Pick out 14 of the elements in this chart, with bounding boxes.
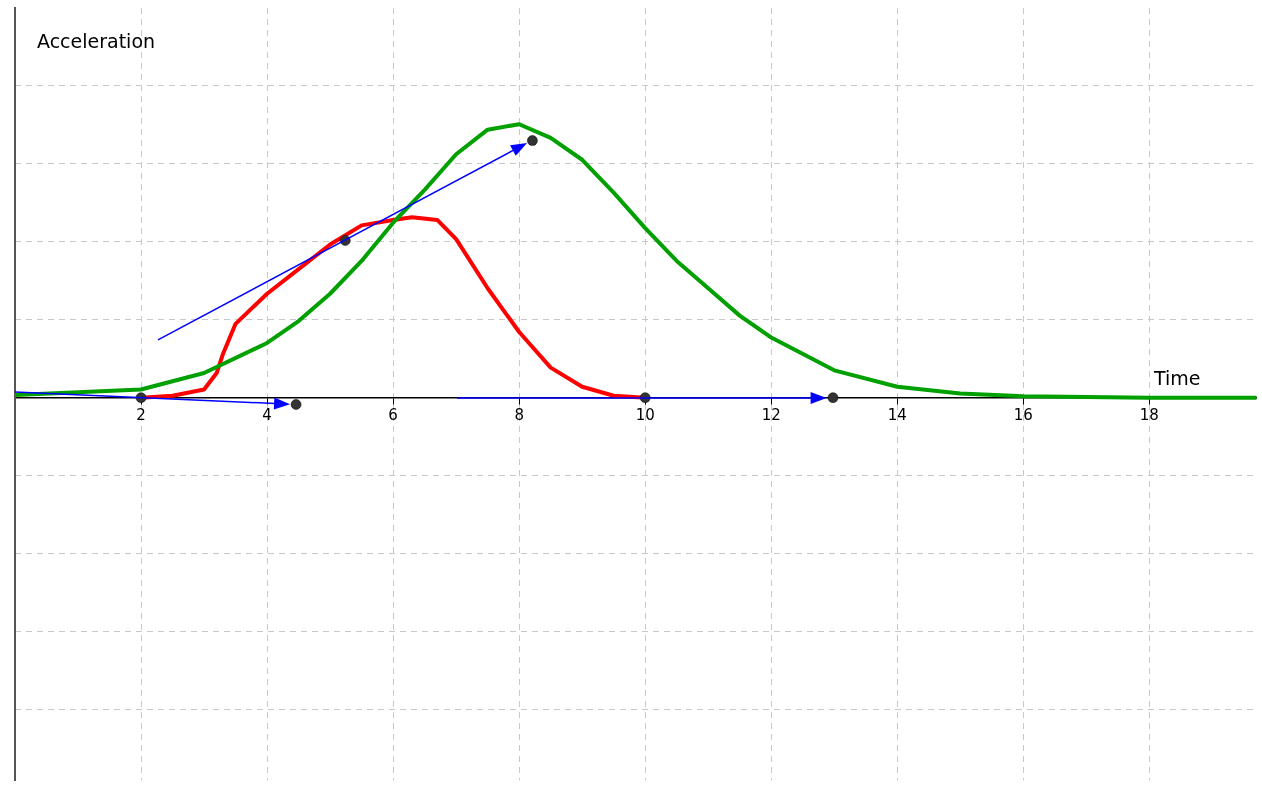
x-tick-label: 18 [1139,405,1159,424]
x-tick-label: 6 [388,405,398,424]
x-tick-label: 16 [1013,405,1033,424]
x-tick-label: 4 [262,405,272,424]
x-tick-label: 12 [761,405,781,424]
x-axis-title: Time [1153,367,1201,390]
x-tick-label: 10 [635,405,655,424]
x-tick-label: 14 [887,405,907,424]
y-axis-title: Acceleration [37,30,156,53]
point [827,392,839,403]
x-tick-label: 8 [514,405,524,424]
point [527,135,538,146]
x-tick-label: 2 [136,405,146,424]
point [290,399,302,410]
